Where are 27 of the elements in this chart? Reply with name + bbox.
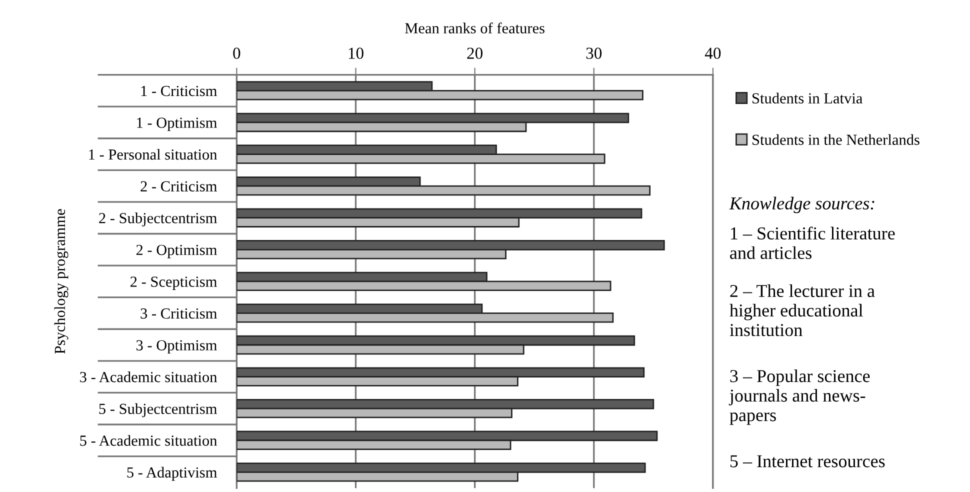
text: 5 – Internet resources xyxy=(730,455,885,468)
x-tick-label: 40 xyxy=(704,48,721,59)
x-axis-title: Mean ranks of features xyxy=(405,22,544,34)
legend-label: Students in the Netherlands xyxy=(752,134,920,145)
x-tick-label: 20 xyxy=(467,48,483,59)
y-axis-title: Psychology programme xyxy=(54,209,68,354)
y-tick-label: 5 - Academic situation xyxy=(80,435,217,446)
y-tick-label: 2 - Subjectcentrism xyxy=(99,212,217,226)
y-tick-label: 2 - Scepticism xyxy=(130,276,217,290)
y-tick-label: 3 - Academic situation xyxy=(80,371,217,382)
y-tick-label: 2 - Optimism xyxy=(136,244,217,258)
y-tick-label: 5 - Subjectcentrism xyxy=(99,403,217,418)
y-tick-label: 3 - Optimism xyxy=(136,340,217,354)
y-tick-label: 1 - Personal situation xyxy=(89,148,218,160)
x-tick-label: 30 xyxy=(586,48,602,59)
text: 3 – Popular science journals and news- papers xyxy=(728,369,870,425)
y-tick-label: 3 - Criticism xyxy=(140,308,217,319)
legend-label: Students in Latvia xyxy=(752,92,862,104)
x-tick-label: 0 xyxy=(233,48,240,59)
y-tick-label: 2 - Criticism xyxy=(140,181,217,192)
y-tick-label: 1 - Criticism xyxy=(141,86,217,96)
y-tick-label: 5 - Adaptivism xyxy=(127,466,217,481)
text: Knowledge sources: xyxy=(729,196,874,214)
text: 1 – Scientific literature and articles xyxy=(730,226,895,260)
y-tick-label: 1 - Optimism xyxy=(137,118,217,132)
text: 2 – The lecturer in a higher educational institution xyxy=(730,284,875,336)
x-tick-label: 10 xyxy=(348,48,364,59)
